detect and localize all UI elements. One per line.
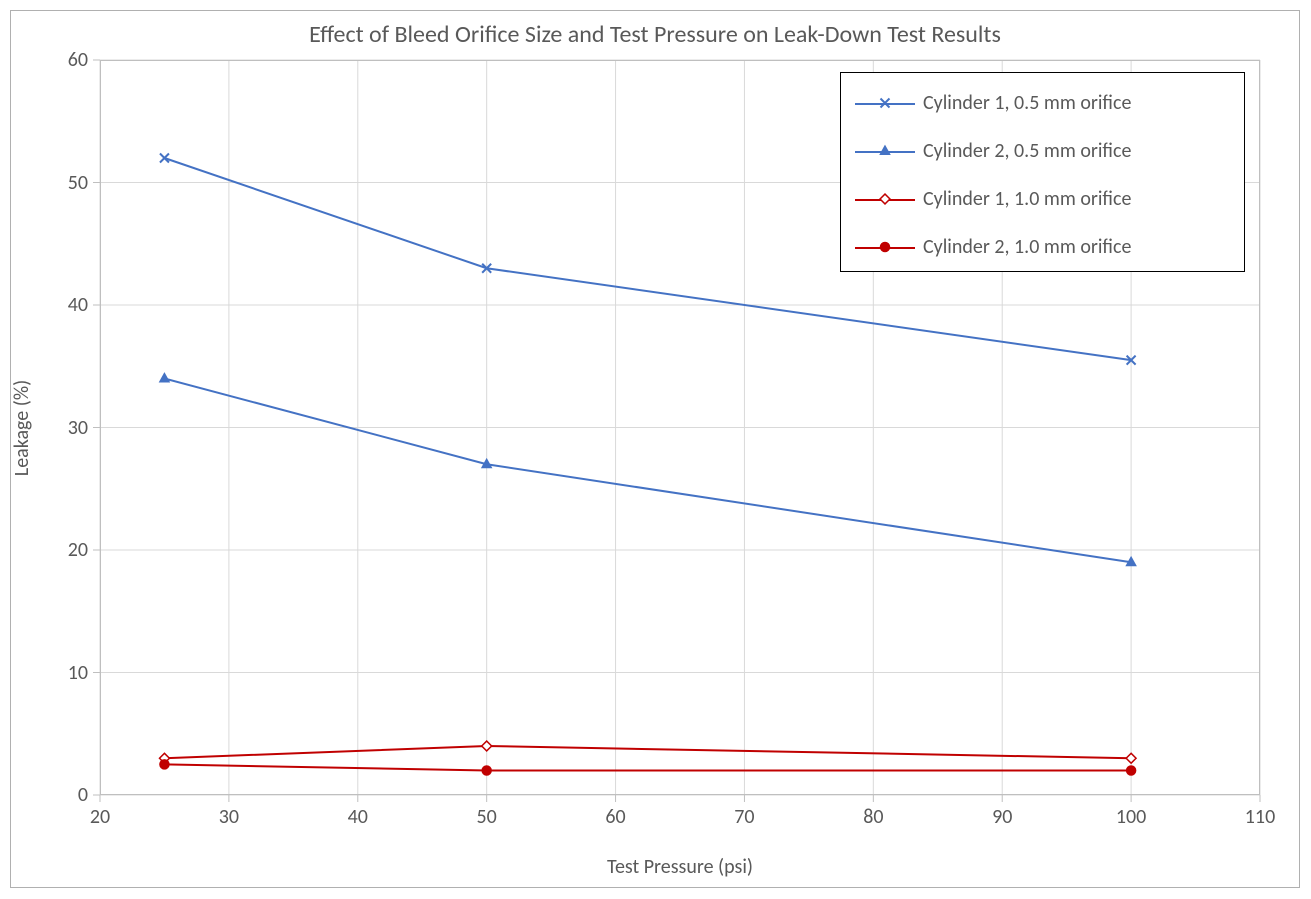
legend-swatch [855, 237, 915, 257]
legend-swatch [855, 141, 915, 161]
x-tick-label: 60 [605, 805, 625, 829]
x-tick-label: 100 [1116, 805, 1146, 829]
x-tick-label: 70 [734, 805, 754, 829]
legend-label: Cylinder 2, 0.5 mm orifice [923, 139, 1131, 163]
legend-item: Cylinder 1, 1.0 mm orifice [855, 187, 1131, 211]
y-tick-label: 30 [68, 416, 88, 440]
x-axis-label: Test Pressure (psi) [100, 855, 1260, 879]
legend-swatch [855, 189, 915, 209]
legend-label: Cylinder 1, 1.0 mm orifice [923, 187, 1131, 211]
chart-title: Effect of Bleed Orifice Size and Test Pr… [10, 20, 1300, 49]
legend-label: Cylinder 2, 1.0 mm orifice [923, 235, 1131, 259]
x-tick-label: 20 [90, 805, 110, 829]
legend-item: Cylinder 1, 0.5 mm orifice [855, 91, 1131, 115]
x-tick-label: 110 [1245, 805, 1275, 829]
legend-item: Cylinder 2, 1.0 mm orifice [855, 235, 1131, 259]
y-tick-label: 10 [68, 661, 88, 685]
y-tick-label: 40 [68, 293, 88, 317]
x-tick-label: 30 [219, 805, 239, 829]
y-tick-label: 50 [68, 171, 88, 195]
y-tick-label: 0 [78, 783, 88, 807]
x-tick-label: 50 [477, 805, 497, 829]
y-tick-label: 60 [68, 48, 88, 72]
x-tick-label: 90 [992, 805, 1012, 829]
x-tick-label: 40 [348, 805, 368, 829]
legend-swatch [855, 93, 915, 113]
legend-label: Cylinder 1, 0.5 mm orifice [923, 91, 1131, 115]
legend-item: Cylinder 2, 0.5 mm orifice [855, 139, 1131, 163]
y-tick-label: 20 [68, 538, 88, 562]
legend: Cylinder 1, 0.5 mm orifice Cylinder 2, 0.… [840, 72, 1245, 272]
y-axis-label: Leakage (%) [10, 328, 34, 528]
x-tick-label: 80 [863, 805, 883, 829]
